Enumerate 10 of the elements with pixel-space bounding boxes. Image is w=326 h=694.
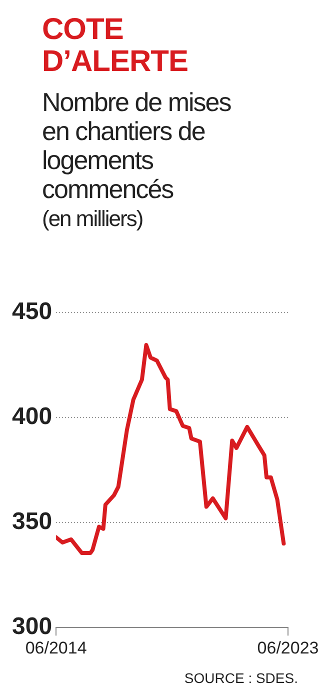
y-tick-label: 300: [12, 613, 52, 640]
chart-subtitle: Nombre de mises en chantiers de logements commencés: [42, 87, 232, 204]
x-tick-label: 06/2023: [257, 638, 319, 658]
chart-title: COTE D’ALERTE: [42, 13, 189, 78]
y-tick-label: 450: [12, 298, 52, 326]
source-note: SOURCE : SDES.: [184, 670, 298, 686]
y-axis-title: (en milliers): [42, 206, 143, 232]
y-tick-label: 350: [12, 508, 52, 536]
y-tick-label: 400: [12, 403, 52, 430]
x-tick-label: 06/2014: [25, 638, 87, 658]
